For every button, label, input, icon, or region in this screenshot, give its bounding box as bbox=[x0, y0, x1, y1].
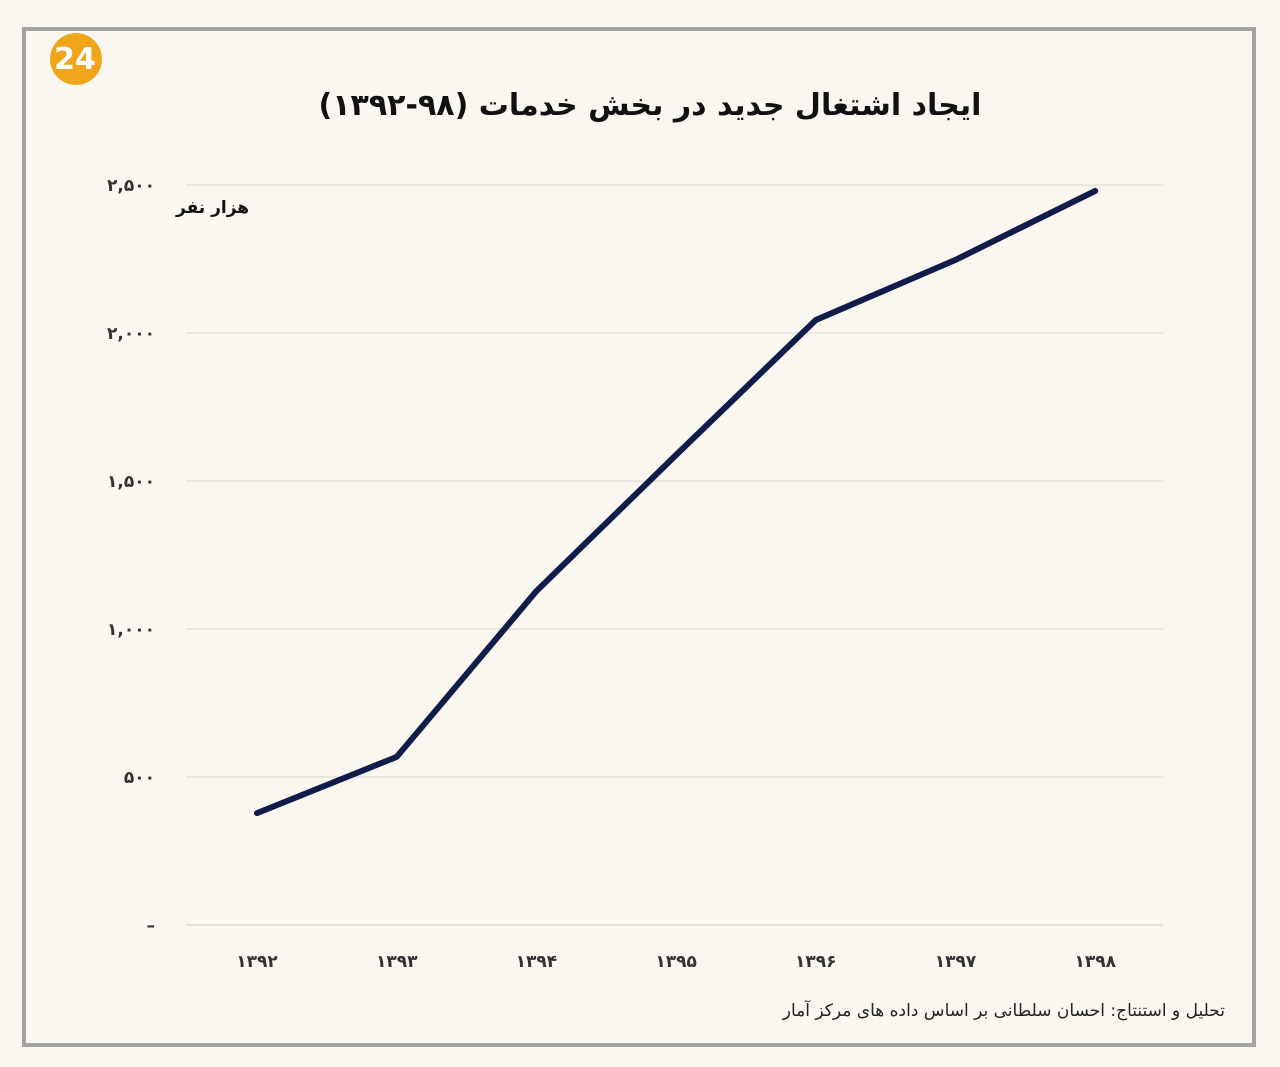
x-tick-label: ۱۳۹۲ bbox=[236, 952, 278, 972]
y-tick-label: – bbox=[147, 916, 156, 936]
site-logo: 24 bbox=[50, 33, 102, 85]
chart-title: ایجاد اشتغال جدید در بخش خدمات (۹۸-۱۳۹۲) bbox=[318, 88, 982, 123]
x-tick-label: ۱۳۹۳ bbox=[376, 952, 418, 972]
y-tick-label: ۱,۰۰۰ bbox=[107, 620, 155, 640]
x-tick-label: ۱۳۹۶ bbox=[795, 952, 837, 972]
chart-frame bbox=[22, 27, 1256, 1047]
source-note: تحلیل و استنتاج: احسان سلطانی بر اساس دا… bbox=[782, 1001, 1225, 1021]
svg-text:24: 24 bbox=[54, 42, 96, 77]
x-tick-label: ۱۳۹۴ bbox=[516, 952, 558, 972]
x-tick-label: ۱۳۹۷ bbox=[935, 952, 977, 972]
y-tick-label: ۱,۵۰۰ bbox=[107, 472, 155, 492]
y-axis-unit-label: هزار نفر bbox=[176, 198, 250, 218]
y-tick-label: ۲,۵۰۰ bbox=[107, 176, 155, 196]
y-tick-label: ۲,۰۰۰ bbox=[107, 324, 155, 344]
y-tick-label: ۵۰۰ bbox=[124, 768, 155, 788]
x-tick-label: ۱۳۹۵ bbox=[655, 952, 697, 972]
data-line bbox=[254, 187, 1099, 817]
x-tick-label: ۱۳۹۸ bbox=[1074, 952, 1116, 972]
